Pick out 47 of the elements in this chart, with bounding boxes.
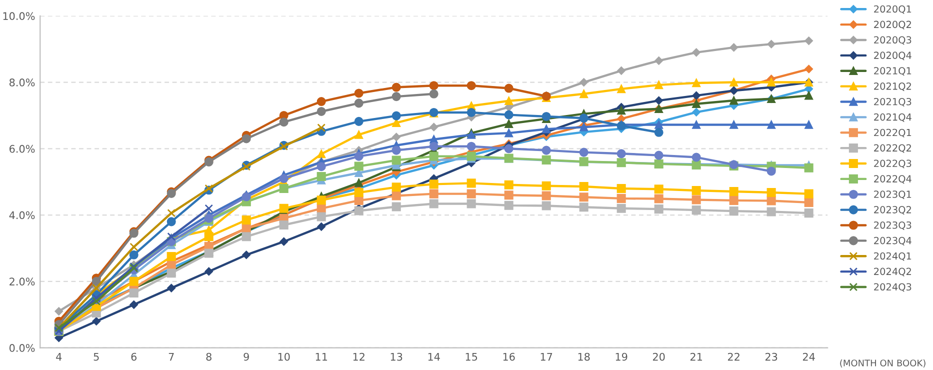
x-tick-label: 17 (540, 352, 552, 361)
x-tick-label: 18 (578, 352, 590, 361)
x-tick-label: 12 (353, 352, 364, 361)
legend-label: 2022Q2 (874, 144, 911, 153)
x-tick-label: 9 (244, 352, 249, 361)
legend-label: 2024Q1 (874, 252, 912, 261)
y-tick-label: 8.0% (10, 78, 35, 86)
x-tick-label: 5 (94, 352, 99, 361)
y-tick-label: 0.0% (9, 344, 35, 352)
legend-label: 2021Q4 (874, 113, 912, 122)
y-tick-label: 4.0% (9, 211, 35, 220)
legend-label: 2023Q4 (874, 236, 912, 246)
x-tick-label: 13 (390, 352, 402, 361)
x-tick-label: 23 (765, 352, 778, 361)
y-tick-label: 10.0% (3, 12, 35, 20)
legend-label: 2021Q1 (874, 67, 912, 76)
x-tick-label: 4 (56, 352, 62, 361)
x-tick-label: 24 (802, 352, 815, 361)
legend-label: 2022Q4 (874, 175, 912, 184)
x-tick-label: 11 (316, 352, 328, 361)
legend-label: 2020Q1 (874, 5, 912, 14)
x-tick-label: 6 (131, 352, 137, 361)
x-axis-title: (MONTH ON BOOK) (840, 359, 926, 368)
legend-label: 2024Q3 (874, 283, 912, 292)
x-tick-label: 19 (616, 352, 628, 361)
x-tick-label: 7 (168, 352, 174, 361)
legend-label: 2022Q3 (874, 160, 912, 168)
x-tick-label: 10 (278, 352, 290, 361)
x-tick-label: 20 (652, 352, 665, 361)
legend-label: 2020Q2 (874, 20, 911, 30)
x-tick-label: 8 (206, 352, 212, 361)
legend-label: 2024Q2 (874, 268, 911, 276)
legend-label: 2020Q4 (874, 52, 912, 60)
legend-label: 2022Q1 (874, 128, 912, 138)
legend-label: 2023Q1 (874, 190, 912, 200)
legend-label: 2021Q3 (874, 98, 912, 106)
x-tick-label: 14 (428, 352, 440, 361)
y-tick-label: 6.0% (10, 144, 35, 153)
legend-label: 2023Q2 (874, 206, 911, 214)
y-tick-label: 2.0% (10, 278, 35, 286)
x-tick-label: 21 (690, 352, 702, 361)
legend-label: 2021Q2 (874, 82, 911, 91)
legend-label: 2023Q3 (874, 221, 912, 230)
legend-label: 2020Q3 (874, 36, 912, 45)
x-tick-label: 15 (466, 352, 478, 361)
x-tick-label: 22 (728, 352, 740, 361)
x-tick-label: 16 (503, 352, 515, 361)
